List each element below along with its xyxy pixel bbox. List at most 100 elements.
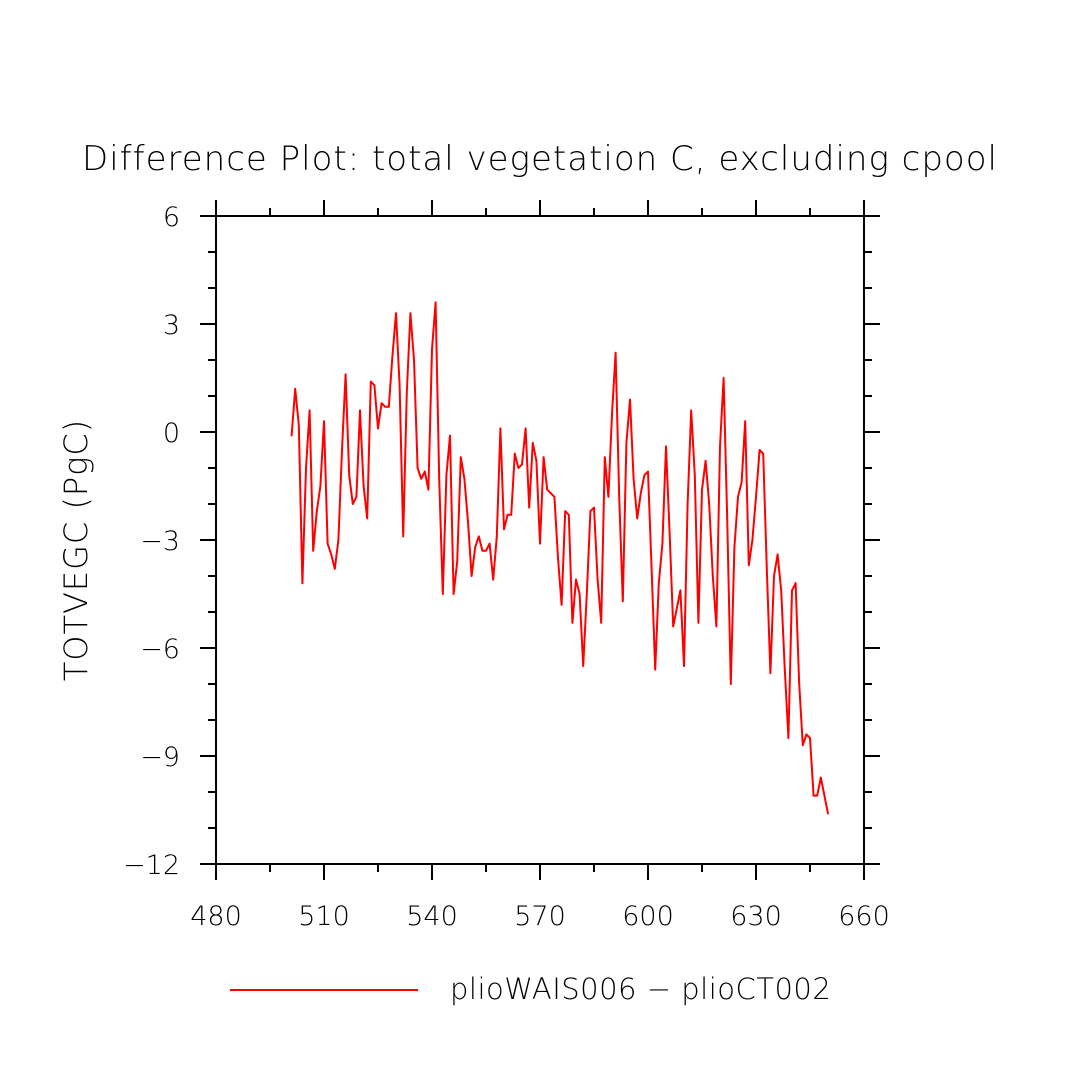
data-point (668, 531, 671, 534)
data-point (441, 593, 444, 595)
data-point (719, 445, 721, 448)
chart-title: Difference Plot: total vegetation C, exc… (82, 139, 998, 179)
x-tick-labels: 480 510 540 570 600 630 660 (190, 901, 890, 932)
data-point (578, 593, 581, 595)
data-point (647, 470, 649, 473)
legend: plioWAIS006 − plioCT002 (230, 972, 831, 1006)
data-point (438, 477, 441, 480)
data-point (517, 467, 520, 469)
data-point (477, 535, 480, 538)
data-point (326, 542, 329, 545)
data-point (395, 312, 397, 315)
data-point (715, 625, 718, 628)
data-point (618, 495, 621, 498)
data-point (531, 441, 534, 444)
data-point (431, 348, 433, 351)
data-point (625, 441, 628, 444)
data-point (427, 488, 430, 491)
data-point (755, 495, 757, 498)
data-point (665, 445, 667, 448)
data-point (776, 553, 779, 556)
data-point (333, 567, 336, 570)
data-point (783, 668, 786, 671)
data-point (827, 812, 829, 815)
data-point (603, 456, 606, 459)
data-point (711, 575, 714, 577)
data-point (794, 582, 797, 585)
data-point (510, 513, 513, 516)
data-point (434, 301, 437, 304)
data-point (297, 423, 300, 426)
data-point (539, 542, 541, 545)
data-point (683, 665, 685, 667)
x-tick-label: 660 (838, 901, 890, 932)
data-point (405, 391, 408, 394)
data-point (524, 427, 527, 430)
x-tick-label: 540 (406, 901, 458, 932)
data-point (315, 510, 318, 513)
data-point (791, 589, 793, 592)
y-tick-label: 3 (163, 310, 180, 341)
data-point (470, 575, 473, 577)
data-point (765, 567, 768, 570)
data-point (643, 474, 646, 477)
data-point (787, 737, 790, 739)
legend-label: plioWAIS006 − plioCT002 (450, 972, 831, 1006)
data-point (758, 449, 761, 451)
data-point (708, 503, 711, 505)
data-point (751, 539, 754, 541)
data-point (557, 557, 559, 559)
data-point (513, 452, 516, 455)
data-point (596, 578, 599, 581)
data-point (319, 485, 322, 487)
data-point (654, 668, 657, 671)
data-point (726, 517, 729, 520)
data-point (499, 427, 502, 430)
series-line (290, 301, 829, 814)
data-point (463, 477, 466, 480)
data-point (780, 589, 783, 592)
data-point (560, 603, 563, 606)
data-point (553, 495, 556, 498)
data-point (308, 409, 311, 412)
data-point (575, 578, 577, 581)
data-point (369, 380, 372, 383)
data-point (675, 607, 678, 610)
data-point (733, 546, 736, 549)
data-point (546, 488, 549, 491)
data-point (629, 398, 631, 401)
data-point (351, 503, 354, 505)
data-point (729, 683, 732, 685)
data-point (801, 744, 804, 747)
data-point (474, 546, 477, 549)
data-point (294, 387, 297, 390)
data-point (704, 459, 707, 462)
y-tick-label: −9 (140, 742, 180, 773)
data-point (585, 593, 588, 595)
data-point (607, 495, 610, 498)
data-point (492, 578, 495, 581)
data-point (564, 510, 567, 513)
y-tick-label: 6 (163, 202, 180, 233)
data-point (341, 449, 343, 451)
data-point (636, 517, 639, 520)
data-point (301, 582, 304, 585)
data-point (693, 474, 696, 477)
data-point (398, 384, 401, 387)
y-tick-label: −6 (140, 634, 180, 665)
data-point (571, 621, 574, 624)
data-point (614, 351, 617, 354)
y-tick-label: −12 (123, 850, 180, 881)
data-point (819, 776, 822, 779)
data-point (503, 528, 505, 531)
data-point (823, 794, 826, 797)
data-point (362, 485, 365, 487)
data-point (305, 467, 307, 469)
x-tick-label: 630 (730, 901, 782, 932)
data-point (679, 589, 682, 592)
series-layer (290, 301, 829, 815)
data-point (686, 503, 689, 505)
data-point (488, 542, 491, 545)
x-tick-label: 570 (514, 901, 566, 932)
